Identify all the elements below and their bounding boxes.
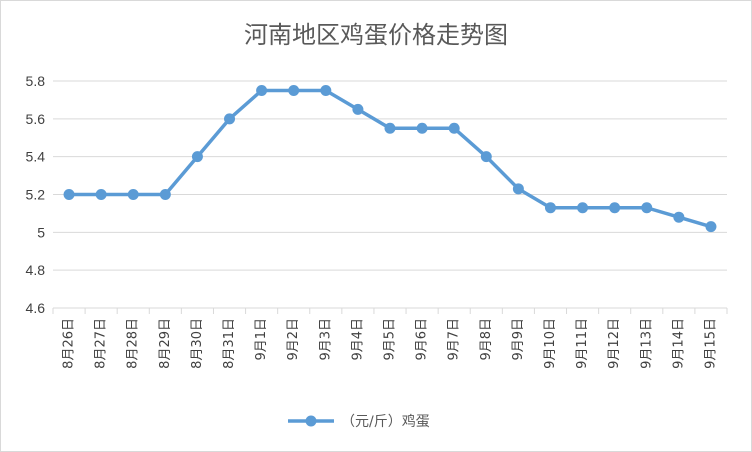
chart-title: 河南地区鸡蛋价格走势图 [244,21,508,49]
data-point [352,103,364,115]
data-point [448,122,460,134]
x-tick-label: 9月6日 [415,318,430,361]
data-point [224,113,236,125]
x-tick-label: 9月9日 [511,318,526,361]
data-point [512,183,524,195]
x-tick-label: 8月29日 [158,318,173,369]
data-point [191,151,203,163]
data-point [63,189,75,200]
x-tick-label: 9月15日 [703,318,718,369]
y-tick-label: 5.4 [26,149,46,165]
x-tick-label: 8月27日 [94,318,109,369]
y-tick-label: 4.8 [26,262,46,278]
x-tick-label: 9月8日 [479,318,494,361]
data-point [544,202,556,214]
x-tick-label: 9月13日 [639,318,654,369]
x-tick-label: 9月2日 [286,318,301,361]
data-point [95,189,107,200]
y-axis-ticks: 4.6 4.8 5 5.2 5.4 5.6 5.8 [26,73,46,316]
data-point [159,189,171,200]
series-layer [63,84,717,233]
x-tick-label: 8月28日 [126,318,141,369]
y-tick-label: 5.6 [26,111,46,127]
y-tick-label: 5.2 [26,187,46,203]
data-point [641,202,653,214]
data-point [609,202,621,214]
x-tick-label: 9月10日 [543,318,558,369]
x-tick-label: 9月3日 [318,318,333,361]
x-tick-label: 9月7日 [447,318,462,361]
data-point [480,151,492,163]
x-tick-label: 8月30日 [190,318,205,369]
x-tick-label: 9月1日 [254,318,269,361]
x-tick-label: 8月26日 [62,318,77,369]
y-tick-label: 5.8 [26,73,46,89]
y-tick-label: 5 [37,224,45,240]
x-tick-label: 9月11日 [575,318,590,369]
legend: （元/斤）鸡蛋 [288,413,430,430]
data-point [416,122,428,134]
data-point [577,202,589,214]
data-point [256,84,268,96]
y-tick-label: 4.6 [26,300,46,316]
legend-label: （元/斤）鸡蛋 [341,413,430,430]
x-axis-ticks: 8月26日 8月27日 8月28日 8月29日 8月30日 8月31日 9月1日 9月2日 9月… [52,308,728,369]
x-tick-label: 9月5日 [383,318,398,361]
x-tick-label: 9月14日 [671,318,686,369]
data-point [127,189,139,200]
data-point [320,84,332,96]
legend-marker [305,415,317,427]
x-tick-label: 9月4日 [350,318,365,361]
data-point [384,122,396,134]
x-tick-label: 9月12日 [607,318,622,369]
x-tick-label: 8月31日 [222,318,237,369]
data-point [705,221,717,233]
data-point [288,84,300,96]
data-point [673,211,685,223]
